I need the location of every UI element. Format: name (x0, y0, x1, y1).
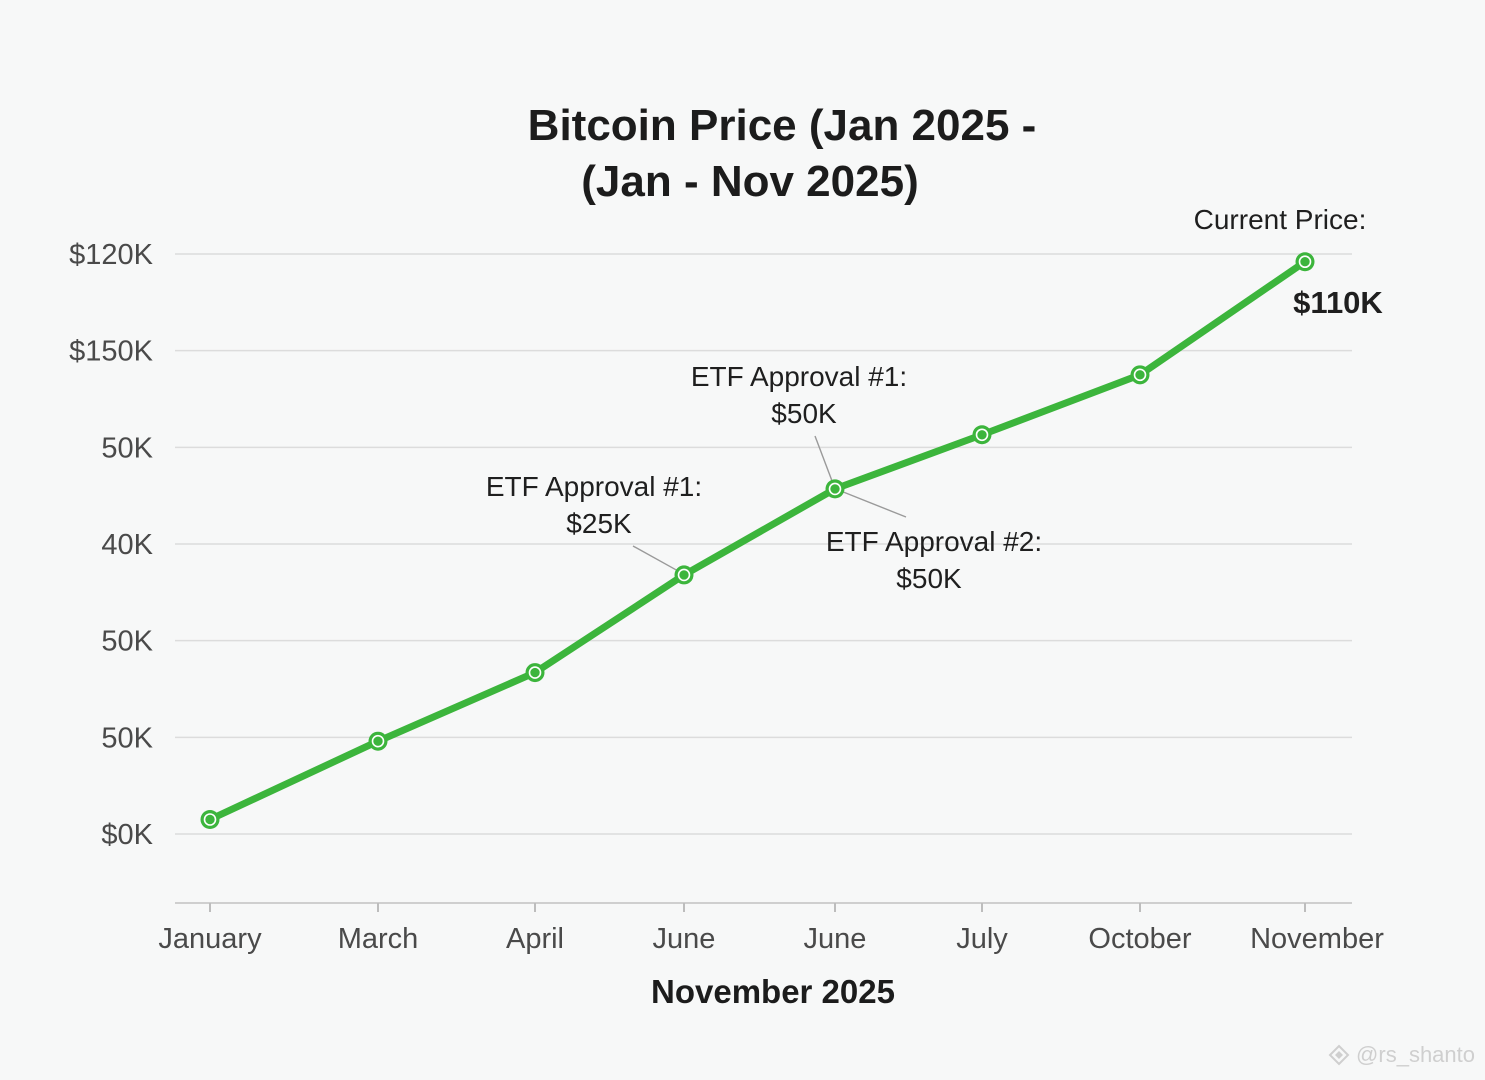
x-tick-label: January (158, 923, 262, 955)
data-point-marker (1295, 252, 1315, 272)
watermark-text: @rs_shanto (1356, 1042, 1475, 1067)
leader-etf1-25k (632, 545, 679, 572)
y-tick-label: $120K (69, 239, 154, 271)
data-point-ring (203, 813, 217, 826)
annotation-leaders (632, 435, 907, 572)
x-tick-label: July (956, 923, 1008, 955)
data-point-marker (674, 565, 694, 585)
data-point-marker (368, 731, 388, 751)
y-tick-label: 50K (101, 626, 153, 658)
data-point (972, 425, 992, 445)
annotation-current-label: Current Price: (1194, 204, 1367, 235)
leader-etf1-50k (814, 435, 833, 482)
data-point (1295, 252, 1315, 272)
x-tick-label: June (804, 923, 867, 955)
y-tick-label: 50K (101, 432, 153, 464)
x-tick-label: March (338, 923, 419, 955)
data-point-ring (828, 482, 842, 496)
y-tick-label: $0K (101, 819, 153, 851)
y-tick-label: $150K (69, 336, 154, 368)
watermark: @rs_shanto (1328, 1042, 1475, 1068)
data-point (200, 810, 220, 829)
data-point (1130, 365, 1150, 385)
data-point (825, 479, 845, 499)
data-point (525, 663, 545, 683)
data-point-ring (677, 568, 691, 582)
data-point-ring (371, 734, 385, 748)
data-points (200, 252, 1315, 829)
x-axis-ticks: January March April June June July October Nove… (158, 903, 1384, 955)
annotation-etf2-50k-value: $50K (896, 563, 962, 594)
data-point-ring (975, 428, 989, 442)
x-tick-label: April (506, 923, 564, 955)
series-line-bitcoin-price (206, 258, 1309, 823)
data-point-marker (200, 810, 220, 829)
data-point-ring (1298, 255, 1312, 269)
annotation-etf2-50k-label: ETF Approval #2: (826, 526, 1042, 557)
chart-title-line-1: Bitcoin Price (Jan 2025 - (528, 101, 1037, 150)
annotation-current-value: $110K (1293, 285, 1383, 320)
x-tick-label: June (653, 923, 716, 955)
data-point (674, 565, 694, 585)
data-point-marker (1130, 365, 1150, 385)
data-point-marker (825, 479, 845, 499)
data-point-marker (972, 425, 992, 445)
data-point-marker (525, 663, 545, 683)
y-tick-label: 40K (101, 529, 153, 561)
annotation-etf1-25k-label: ETF Approval #1: (486, 471, 702, 502)
data-point (368, 731, 388, 751)
y-axis-ticks: $0K 50K 50K 40K 50K $150K $120K (69, 239, 154, 851)
annotation-etf1-50k-value: $50K (771, 398, 837, 429)
leader-etf2-50k (842, 491, 907, 518)
logo-icon (1328, 1044, 1350, 1066)
data-point-ring (1133, 368, 1147, 382)
annotation-etf1-50k-label: ETF Approval #1: (691, 361, 907, 392)
x-axis-title: November 2025 (651, 973, 895, 1010)
grid-lines (175, 253, 1352, 835)
chart-title-line-2: (Jan - Nov 2025) (581, 157, 918, 206)
y-tick-label: 50K (101, 722, 153, 754)
x-tick-label: October (1088, 923, 1191, 955)
data-point-ring (528, 666, 542, 679)
x-tick-label: November (1250, 923, 1384, 955)
annotation-etf1-25k-value: $25K (566, 508, 632, 539)
